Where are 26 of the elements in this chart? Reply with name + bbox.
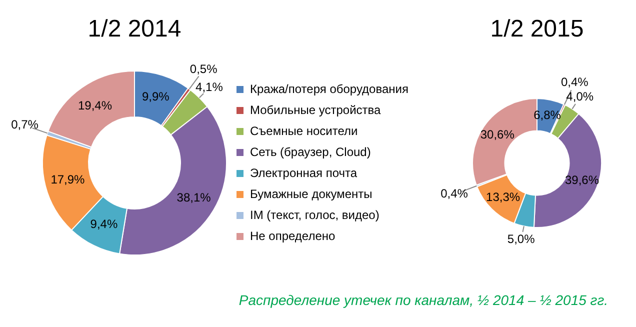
data-label: 30,6% <box>480 128 515 142</box>
chart-title: 1/2 2014 <box>88 16 182 43</box>
data-label: 9,4% <box>90 217 118 232</box>
data-label: 17,9% <box>50 172 86 187</box>
legend-label: Сеть (браузер, Cloud) <box>250 144 371 159</box>
legend-label: Не определено <box>250 228 336 243</box>
legend-label: Электронная почта <box>250 166 358 180</box>
legend-label: Съемные носители <box>250 124 358 138</box>
data-label: 0,4% <box>560 75 589 90</box>
data-label: 0,5% <box>190 62 218 76</box>
data-label: 0,7% <box>11 118 39 132</box>
legend-label: Кража/потеря оборудования <box>250 82 408 96</box>
data-label: 0,4% <box>440 186 468 201</box>
data-label: 39,6% <box>564 173 600 188</box>
legend-label: IM (текст, голос, видео) <box>250 208 380 222</box>
data-label: 4,1% <box>196 80 224 94</box>
text: Распределение утечек по каналам, ½ 2014 – ½ 2015 гг. <box>238 292 609 308</box>
data-label: 19,4% <box>78 98 112 113</box>
data-label: 38,1% <box>176 190 212 205</box>
data-label: 13,3% <box>486 190 520 204</box>
legend-label: Мобильные устройства <box>250 102 382 117</box>
data-label: 5,0% <box>507 232 536 246</box>
chart-title: 1/2 2015 <box>490 16 584 43</box>
data-label: 9,9% <box>142 90 170 104</box>
legend-label: Бумажные документы <box>250 186 372 201</box>
data-label: 4,0% <box>566 90 594 104</box>
